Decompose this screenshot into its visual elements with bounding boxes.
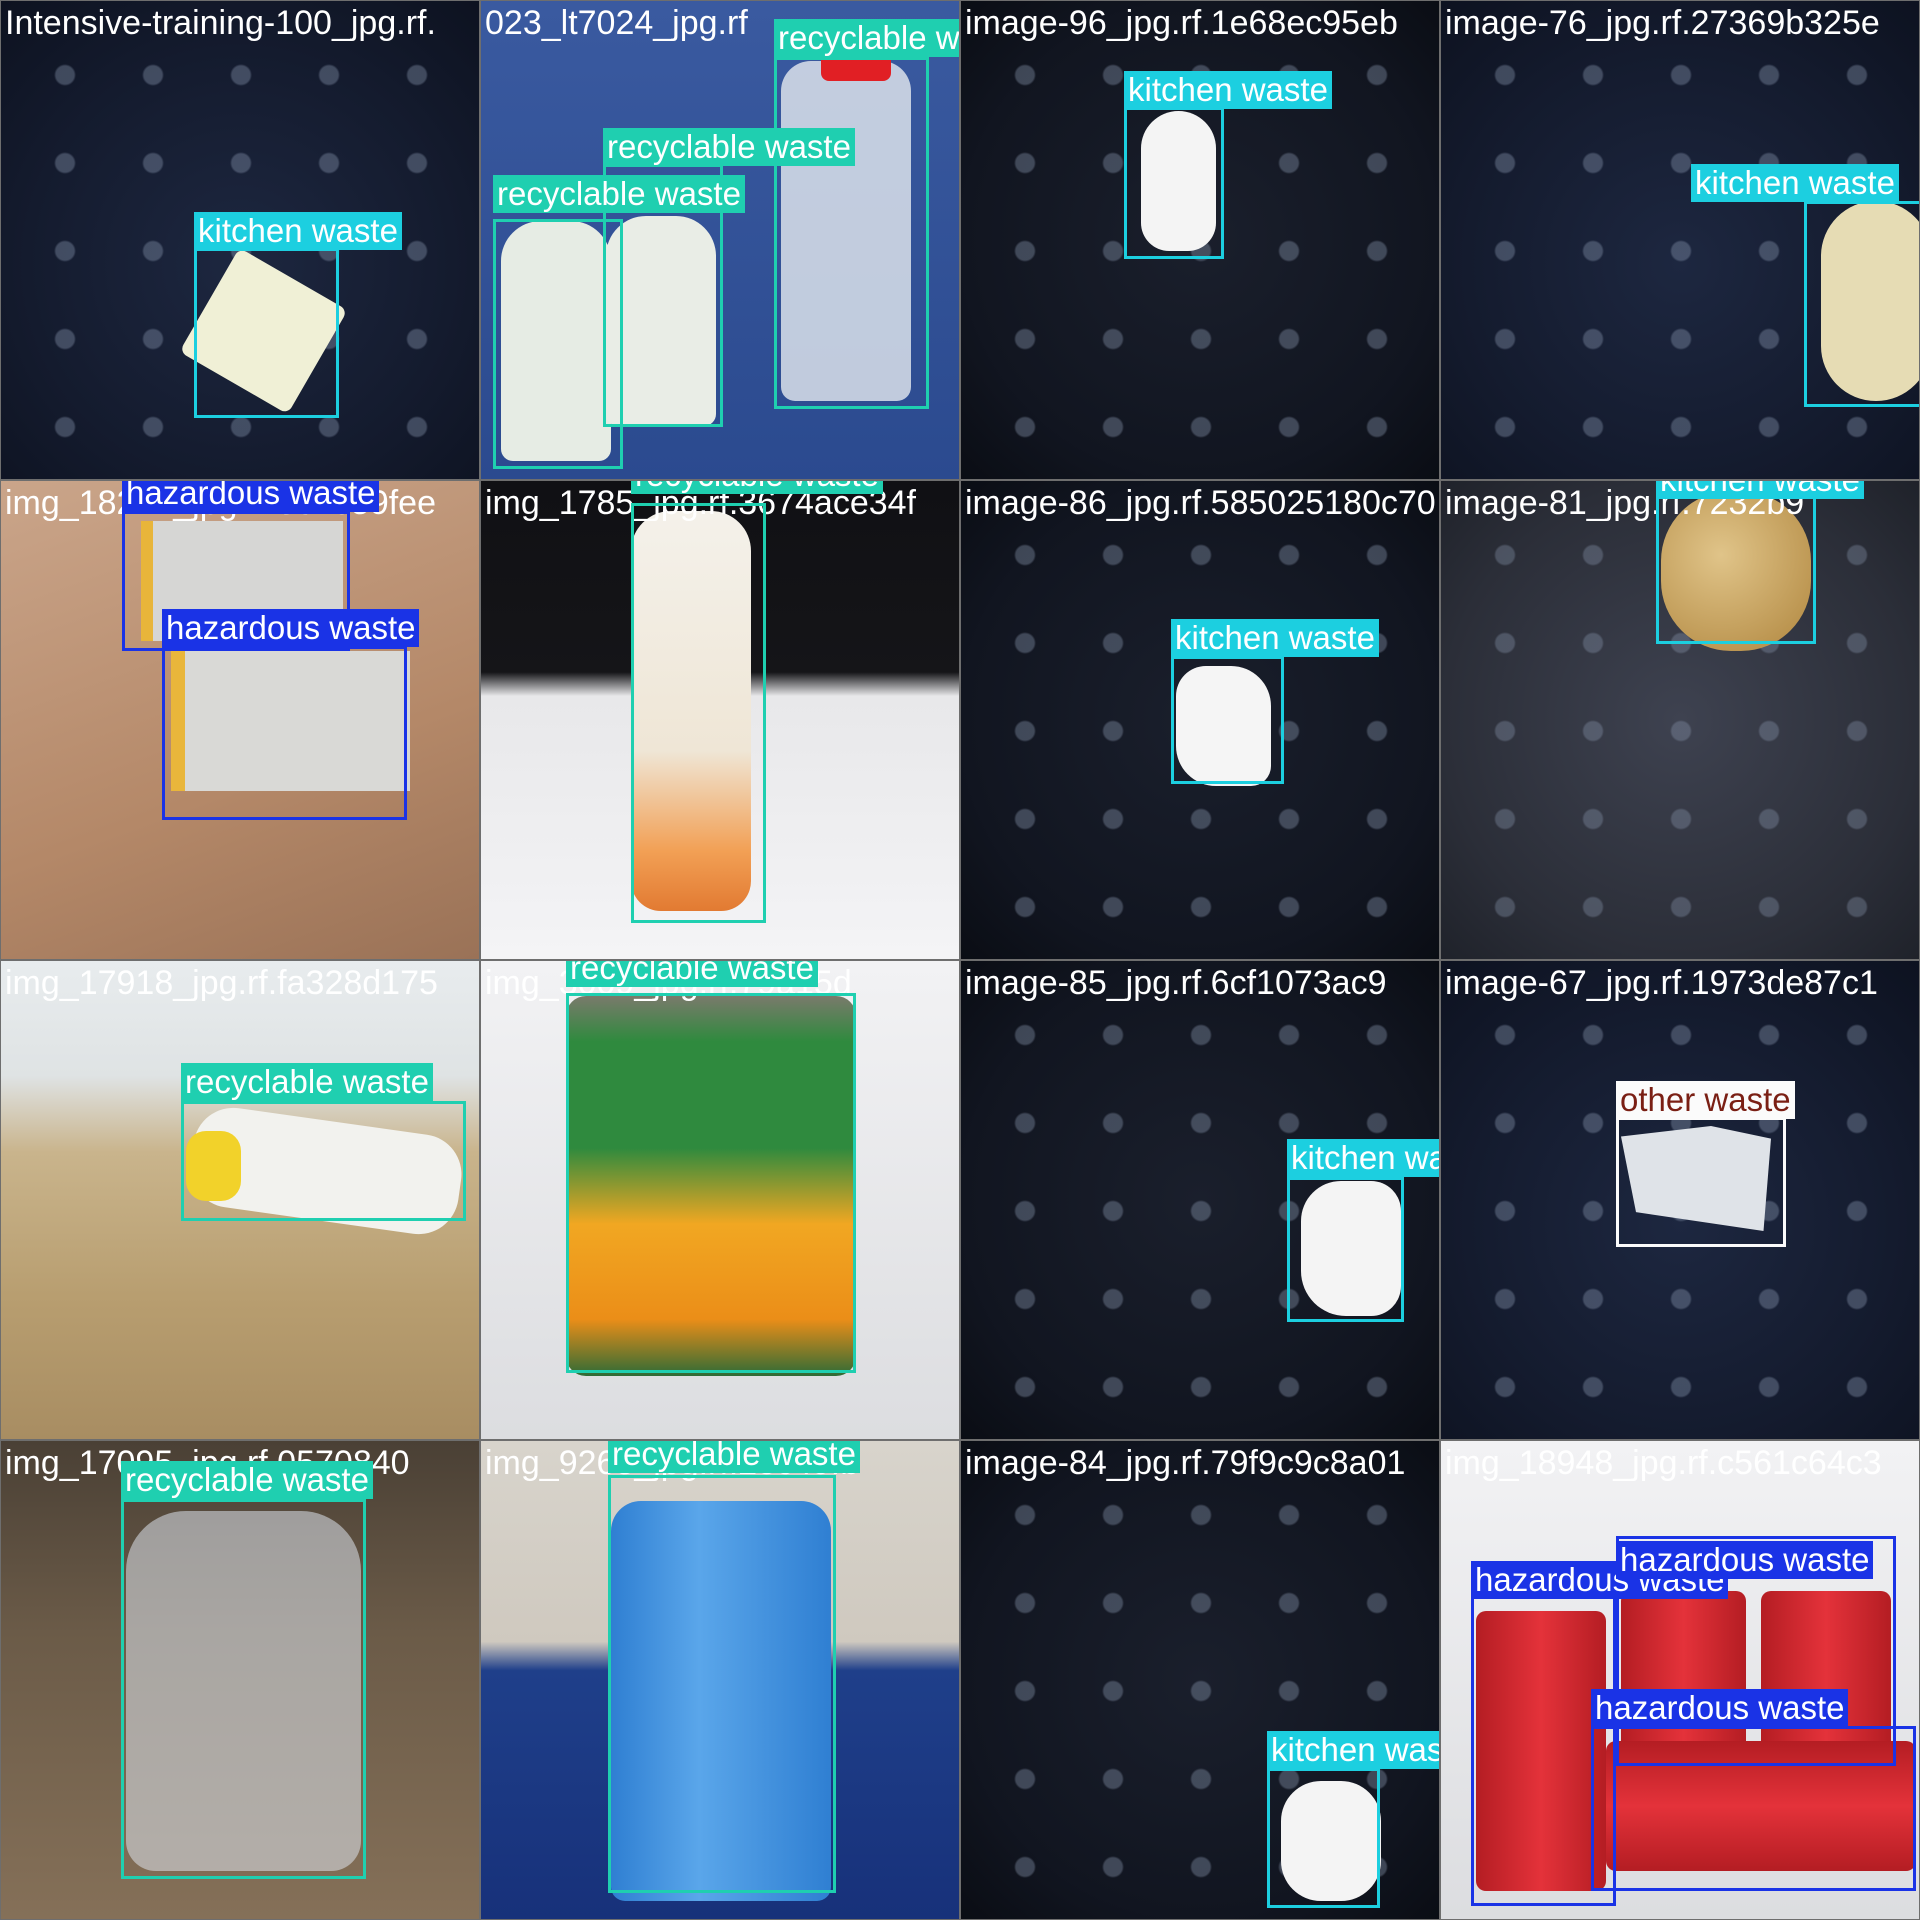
bbox-label: kitchen waste	[1267, 1731, 1439, 1769]
object-bottle-clear	[781, 61, 911, 401]
bbox	[1287, 1177, 1404, 1322]
object-bottle-tea	[631, 511, 751, 911]
image-filename: img_17918_jpg.rf.fa328d175	[5, 964, 438, 1002]
bbox-label: kitchen waste	[1691, 164, 1899, 202]
bbox-label: kitchen waste	[1171, 619, 1379, 657]
bbox	[1267, 1768, 1380, 1908]
tile-3: image-96_jpg.rf.1e68ec95eb kitchen waste	[960, 0, 1440, 480]
object-battery	[1476, 1611, 1606, 1891]
bbox-label: kitchen waste	[1124, 71, 1332, 109]
object-potato	[1661, 491, 1811, 651]
bbox	[1656, 481, 1816, 644]
bbox-label: kitchen waste	[194, 212, 402, 250]
bbox	[1616, 1117, 1786, 1247]
photo	[1, 481, 479, 959]
image-filename: image-76_jpg.rf.27369b325e	[1445, 4, 1880, 42]
tile-1: Intensive-training-100_jpg.rf. kitchen w…	[0, 0, 480, 480]
object-potato	[1821, 201, 1919, 401]
tile-15: image-84_jpg.rf.79f9c9c8a01 kitchen wast…	[960, 1440, 1440, 1920]
object-battery	[171, 651, 410, 791]
bbox	[122, 511, 350, 651]
photo	[481, 961, 959, 1439]
bbox-label: kitchen waste	[1287, 1139, 1439, 1177]
image-filename: img_18948_jpg.rf.c561c64c3	[1445, 1444, 1882, 1482]
photo	[1441, 1441, 1919, 1919]
bbox	[194, 248, 339, 418]
tile-6: img_1785_jpg.rf.3674ace34f recyclable wa…	[480, 480, 960, 960]
bbox	[1171, 656, 1284, 784]
bbox	[162, 646, 407, 820]
bbox	[1124, 107, 1224, 259]
object-paper	[1621, 1126, 1771, 1231]
bbox	[1591, 1726, 1916, 1891]
object-bottle-white	[606, 216, 716, 426]
bbox	[181, 1101, 466, 1221]
bbox-label: recyclable waste	[566, 961, 818, 987]
object-radish	[1141, 111, 1216, 251]
tile-9: img_17918_jpg.rf.fa328d175 recyclable wa…	[0, 960, 480, 1440]
bbox-label: recyclable waste	[493, 175, 745, 213]
bbox-label: hazardous waste	[1591, 1689, 1849, 1727]
photo	[1441, 961, 1919, 1439]
photo	[481, 481, 959, 959]
tile-10: img_3009_jpg.rf.79a15d recyclable waste	[480, 960, 960, 1440]
bbox	[608, 1475, 836, 1893]
bbox-label: other waste	[1616, 1081, 1795, 1119]
bbox-label: recyclable waste	[608, 1441, 860, 1473]
object-canister	[611, 1501, 831, 1901]
photo	[961, 1441, 1439, 1919]
tile-4: image-76_jpg.rf.27369b325e kitchen waste	[1440, 0, 1920, 480]
bbox	[121, 1499, 366, 1879]
image-filename: image-96_jpg.rf.1e68ec95eb	[965, 4, 1398, 42]
photo	[1441, 481, 1919, 959]
tile-13: img_17095_jpg.rf.0570840 recyclable wast…	[0, 1440, 480, 1920]
bbox	[631, 503, 766, 923]
tile-7: image-86_jpg.rf.585025180c70 kitchen was…	[960, 480, 1440, 960]
bbox-label: kitchen waste	[1656, 481, 1864, 499]
photo	[481, 1441, 959, 1919]
tile-14: img_9268_jpg.rf.2ec49fb recyclable waste	[480, 1440, 960, 1920]
bbox-label: hazardous waste	[1616, 1541, 1874, 1579]
image-filename: Intensive-training-100_jpg.rf.	[5, 4, 436, 42]
photo	[961, 961, 1439, 1439]
photo	[1, 1441, 479, 1919]
bbox-label: hazardous waste	[122, 481, 380, 512]
bbox-label: hazardous waste	[162, 609, 420, 647]
image-filename: image-67_jpg.rf.1973de87c1	[1445, 964, 1878, 1002]
tile-2: 023_lt7024_jpg.rf recyclable waste recyc…	[480, 0, 960, 480]
bbox	[774, 57, 929, 409]
bbox-label: recyclable waste	[774, 19, 959, 57]
image-filename: image-85_jpg.rf.6cf1073ac9	[965, 964, 1387, 1002]
tile-5: img_18244_jpg.rf.8c4659fee hazardous was…	[0, 480, 480, 960]
photo	[1, 961, 479, 1439]
object-bottle-cap	[186, 1131, 241, 1201]
object-battery	[1606, 1741, 1916, 1871]
bbox	[493, 219, 623, 469]
tile-8: image-81_jpg.rf.7232b9 kitchen waste	[1440, 480, 1920, 960]
bbox-label: recyclable waste	[603, 128, 855, 166]
bbox	[1616, 1536, 1896, 1766]
image-filename: image-84_jpg.rf.79f9c9c8a01	[965, 1444, 1406, 1482]
bbox-label: recyclable waste	[121, 1461, 373, 1499]
tile-12: image-67_jpg.rf.1973de87c1 other waste	[1440, 960, 1920, 1440]
object-bottle-clear	[126, 1511, 361, 1871]
object-radish	[1301, 1181, 1401, 1316]
tile-11: image-85_jpg.rf.6cf1073ac9 kitchen waste	[960, 960, 1440, 1440]
photo	[481, 1, 959, 479]
object-radish	[1176, 666, 1271, 786]
image-filename: 023_lt7024_jpg.rf	[485, 4, 748, 42]
photo	[961, 481, 1439, 959]
bbox	[566, 993, 856, 1373]
bbox-label: recyclable waste	[631, 481, 883, 494]
image-filename: image-86_jpg.rf.585025180c70	[965, 484, 1436, 522]
bbox	[1804, 201, 1919, 407]
tile-16: img_18948_jpg.rf.c561c64c3 hazardous was…	[1440, 1440, 1920, 1920]
object-bottle-white	[501, 221, 611, 461]
object-can	[566, 996, 856, 1376]
photo	[1441, 1, 1919, 479]
bbox-label: recyclable waste	[181, 1063, 433, 1101]
object-radish	[1281, 1781, 1381, 1901]
